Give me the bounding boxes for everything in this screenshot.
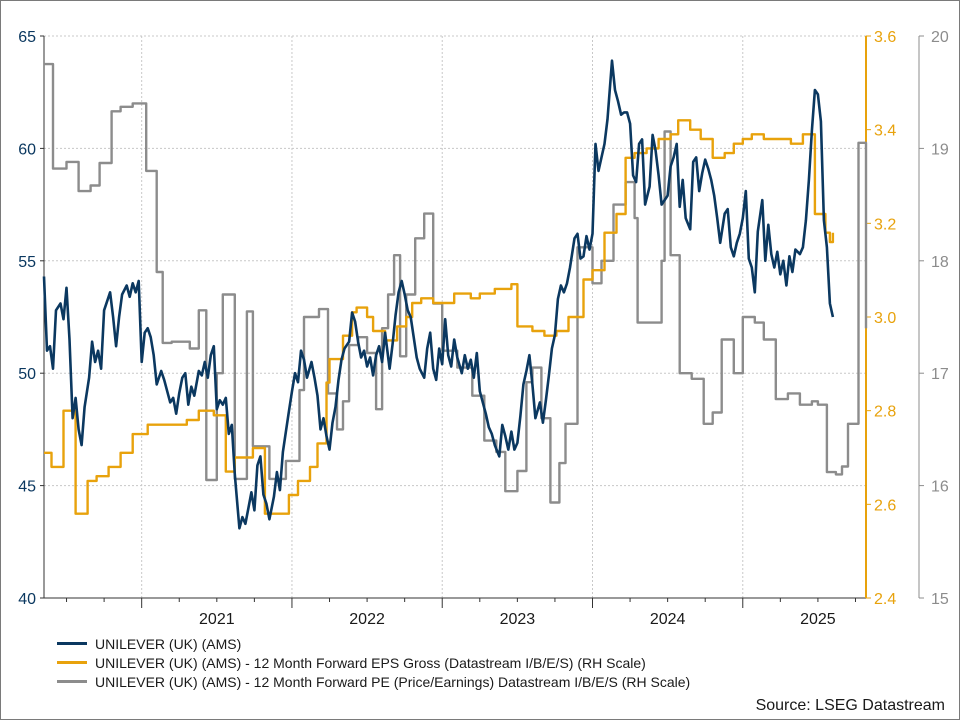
legend-item-eps: UNILEVER (UK) (AMS) - 12 Month Forward E…: [57, 653, 690, 672]
legend: UNILEVER (UK) (AMS) UNILEVER (UK) (AMS) …: [57, 634, 690, 691]
left-tick-label: 45: [18, 479, 36, 496]
eps-series-line: [44, 119, 835, 515]
legend-swatch-eps: [57, 661, 87, 664]
legend-item-pe: UNILEVER (UK) (AMS) - 12 Month Forward P…: [57, 672, 690, 691]
right-pe-tick-label: 16: [931, 479, 949, 496]
legend-label-price: UNILEVER (UK) (AMS): [95, 635, 242, 652]
right-eps-tick-label: 3.4: [874, 123, 896, 140]
left-tick-label: 50: [18, 366, 36, 383]
right-pe-tick-label: 15: [931, 591, 949, 608]
chart-svg: 2021 2022 2023 2024 2025 40 45 50 55 60 65 2.4 2.6 2.…: [18, 29, 949, 628]
right-pe-tick-label: 19: [931, 141, 949, 158]
right-eps-tick-label: 2.8: [874, 404, 896, 421]
left-tick-label: 40: [18, 591, 36, 608]
legend-swatch-price: [57, 642, 87, 645]
right-pe-tick-label: 17: [931, 366, 949, 383]
left-tick-label: 65: [18, 29, 36, 46]
legend-swatch-pe: [57, 680, 87, 683]
x-tick-label: 2023: [500, 611, 536, 628]
right-eps-tick-label: 2.4: [874, 591, 896, 608]
x-tick-label: 2024: [650, 611, 686, 628]
legend-label-eps: UNILEVER (UK) (AMS) - 12 Month Forward E…: [95, 654, 646, 671]
x-tick-label: 2022: [349, 611, 385, 628]
left-tick-label: 55: [18, 254, 36, 271]
right-pe-tick-label: 20: [931, 29, 949, 46]
legend-item-price: UNILEVER (UK) (AMS): [57, 634, 690, 653]
x-tick-label: 2025: [800, 611, 836, 628]
right-eps-tick-label: 2.6: [874, 497, 896, 514]
right-eps-tick-label: 3.0: [874, 310, 896, 327]
legend-label-pe: UNILEVER (UK) (AMS) - 12 Month Forward P…: [95, 673, 691, 690]
right-eps-tick-label: 3.6: [874, 29, 896, 46]
x-tick-label: 2021: [199, 611, 235, 628]
right-pe-tick-label: 18: [931, 254, 949, 271]
left-tick-label: 60: [18, 141, 36, 158]
source-note: Source: LSEG Datastream: [755, 697, 945, 714]
price-series-line: [42, 59, 835, 530]
right-eps-tick-label: 3.2: [874, 216, 896, 233]
